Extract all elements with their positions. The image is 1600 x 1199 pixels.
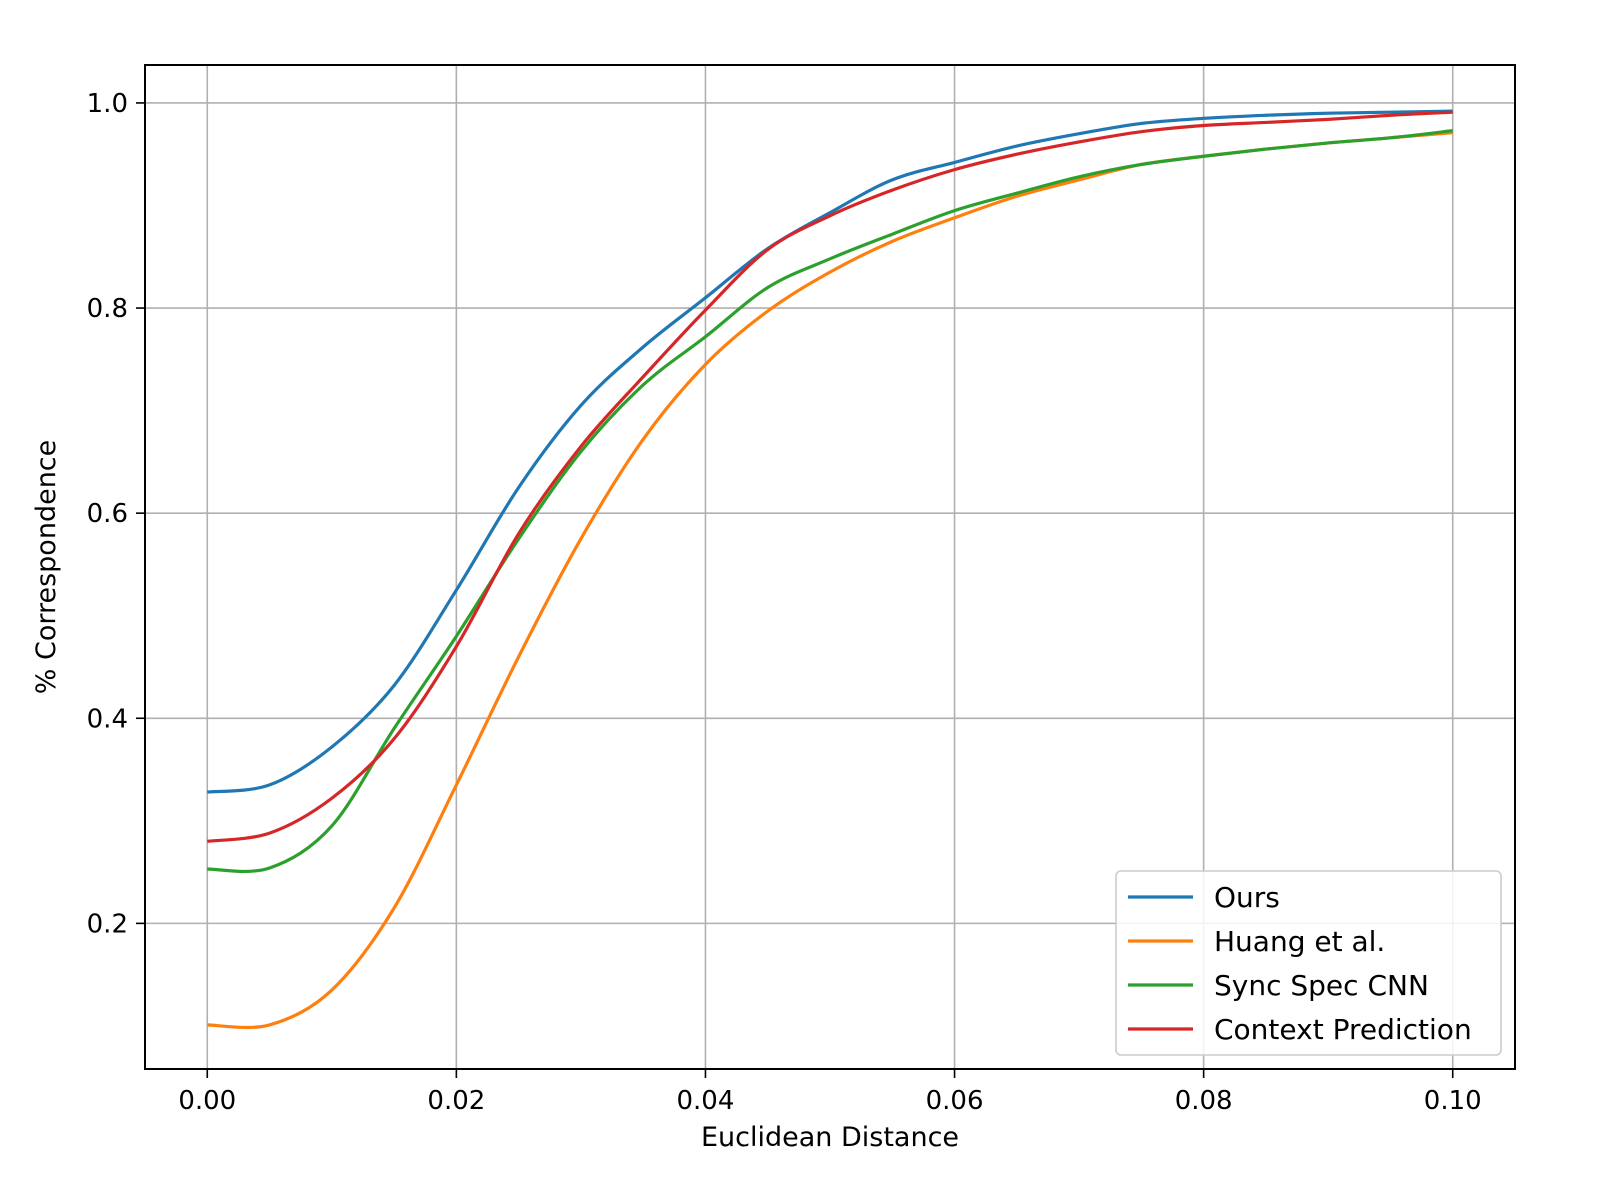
series-lines — [207, 109, 1453, 1030]
x-tick-label: 0.10 — [1424, 1086, 1482, 1116]
legend: Ours Huang et al. Sync Spec CNN Context Pre… — [1115, 870, 1502, 1056]
plot-frame — [144, 64, 1516, 1070]
legend-label: Context Prediction — [1214, 1013, 1472, 1046]
series-line-context-prediction — [207, 110, 1453, 843]
x-tick-label: 0.02 — [427, 1086, 485, 1116]
legend-box — [1115, 870, 1502, 1056]
grid — [145, 65, 1515, 1069]
legend-label: Huang et al. — [1214, 925, 1385, 958]
x-axis-label: Euclidean Distance — [701, 1122, 959, 1153]
y-tick-label: 0.6 — [87, 499, 128, 529]
legend-label: Sync Spec CNN — [1214, 969, 1429, 1002]
y-axis-label: % Correspondence — [31, 440, 62, 695]
y-tick-label: 0.8 — [87, 294, 128, 324]
x-tick-label: 0.00 — [178, 1086, 236, 1116]
series-line-ours — [207, 109, 1453, 794]
y-tick-label: 1.0 — [87, 89, 128, 119]
x-tick-label: 0.08 — [1175, 1086, 1233, 1116]
y-tick-label: 0.4 — [87, 704, 128, 734]
legend-label: Ours — [1214, 881, 1280, 914]
x-tick-label: 0.04 — [677, 1086, 735, 1116]
axis-ticks: 0.00 0.02 0.04 0.06 0.08 0.10 0.2 0.4 0.6 0.8 1.0 — [87, 89, 1482, 1116]
x-tick-label: 0.06 — [926, 1086, 984, 1116]
series-line-sync-spec-cnn — [207, 129, 1453, 874]
y-tick-label: 0.2 — [87, 909, 128, 939]
